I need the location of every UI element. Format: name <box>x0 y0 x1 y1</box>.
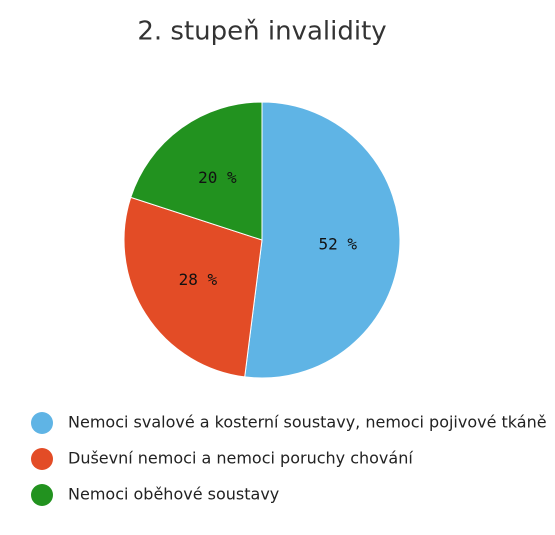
legend-marker <box>31 484 53 506</box>
legend-text: Nemoci svalové a kosterní soustavy, nemo… <box>68 413 547 432</box>
slice-label: 52 % <box>318 234 357 253</box>
slice-label: 28 % <box>179 270 218 289</box>
chart-title: 2. stupeň invalidity <box>137 17 386 47</box>
legend-marker <box>31 412 53 434</box>
legend-marker <box>31 448 53 470</box>
legend-text: Nemoci oběhové soustavy <box>68 485 279 504</box>
legend-text: Duševní nemoci a nemoci poruchy chování <box>68 449 413 468</box>
pie-slice <box>130 101 263 241</box>
slice-label: 20 % <box>198 168 237 187</box>
pie-slice <box>244 101 401 379</box>
pie-slice <box>123 196 263 378</box>
